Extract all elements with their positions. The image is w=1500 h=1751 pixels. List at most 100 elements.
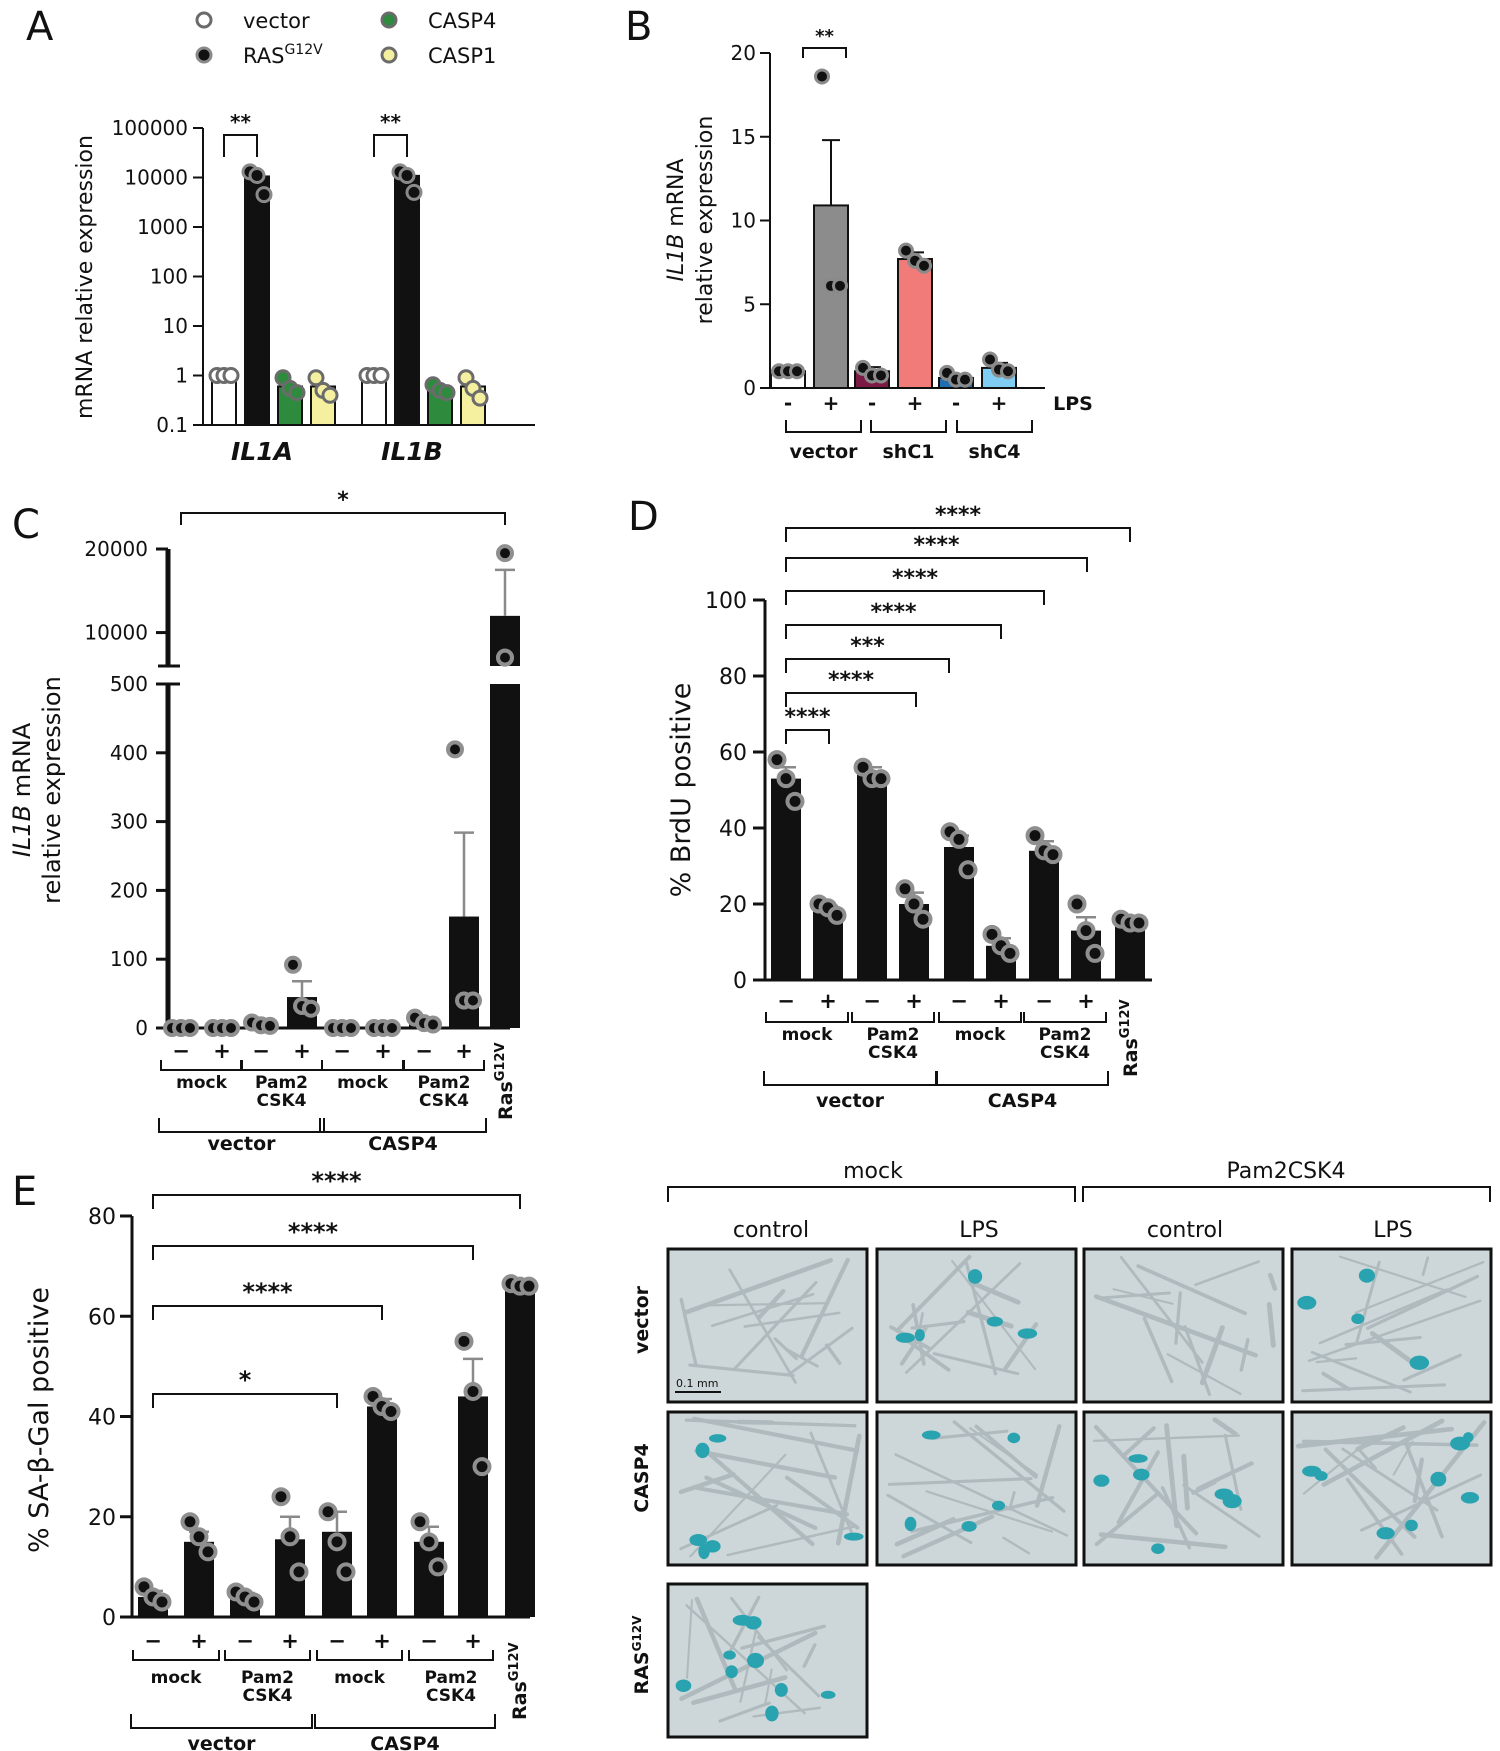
group-label-pam2csk4: Pam2CSK4 — [1227, 1159, 1346, 1184]
micrograph-cell — [764, 1668, 773, 1704]
b-data-point — [832, 277, 848, 294]
c-data-point — [383, 1019, 401, 1037]
d-treatment-label-line: mock — [782, 1025, 833, 1045]
a-bar — [394, 174, 420, 426]
e-data-point — [198, 1542, 218, 1562]
c-y-tick-label: 200 — [110, 878, 148, 902]
d-y-axis-label: % BrdU positive — [666, 683, 697, 898]
c-treatment-label-line: mock — [176, 1073, 227, 1093]
d-data-point — [1085, 943, 1105, 963]
d-tick-label: − — [863, 989, 881, 1013]
micrograph-cell — [1174, 1291, 1182, 1345]
d-y-tick-label: 100 — [705, 589, 747, 614]
a-y-tick-label: 100000 — [112, 116, 188, 140]
c-treatment-label: mock — [337, 1073, 388, 1093]
e-treatment-label: mock — [334, 1668, 385, 1688]
e-ras-label-text: Ras — [509, 1681, 531, 1720]
c-significance-bracket — [180, 512, 506, 525]
micrograph-stained-cell — [820, 1690, 836, 1699]
e-significance-bracket — [152, 1393, 338, 1408]
b-group-label: shC1 — [883, 441, 935, 463]
c-y-tick-label: 100 — [110, 947, 148, 971]
c-treatment-label: mock — [176, 1073, 227, 1093]
micrograph-stained-cell — [961, 1521, 977, 1532]
chart-b: 0 5 10 15 20 IL1B mRNA relative expression - + - +… — [664, 26, 1093, 463]
micrograph-cell — [1092, 1434, 1241, 1442]
b-data-point — [982, 351, 998, 368]
a-y-tick-label: 1000 — [137, 215, 188, 239]
a-significance-bracket-label: ** — [230, 110, 251, 134]
b-group-bracket — [785, 420, 862, 433]
micrograph-stained-cell — [689, 1534, 708, 1547]
micrograph-cell — [1302, 1436, 1373, 1495]
a-data-point — [398, 166, 416, 184]
micrograph-cell — [1121, 1426, 1156, 1459]
panel-letter-b: B — [625, 4, 652, 50]
micrograph-stained-cell — [1297, 1295, 1317, 1310]
e-treatment-label-line: Pam2 — [424, 1668, 477, 1688]
d-data-point — [827, 905, 847, 925]
row-label-vector: vector — [631, 1285, 653, 1354]
micrograph-cell — [1301, 1383, 1446, 1393]
c-y-tick-label: 0 — [135, 1016, 148, 1040]
chart-c: 0 100 200 300 400 500 10000 20000 IL1B mRNA relat… — [8, 488, 520, 1155]
d-treatment-label-line: CSK4 — [868, 1043, 918, 1063]
a-legend-entry: RASG12V — [243, 42, 323, 68]
a-data-point — [471, 389, 489, 407]
d-treatment-label-line: Pam2 — [1038, 1025, 1091, 1045]
a-data-point — [288, 384, 306, 402]
a-y-tick-label: 1 — [175, 364, 188, 388]
micrograph-cell — [784, 1475, 860, 1530]
a-significance-bracket — [223, 134, 258, 157]
d-data-point — [1025, 826, 1045, 846]
d-ras-label-sup: G12V — [1118, 999, 1133, 1038]
e-y-tick-label: 60 — [88, 1305, 116, 1330]
a-legend-marker — [380, 11, 398, 29]
d-treatment-label: mock — [955, 1025, 1006, 1045]
micrograph-cell — [894, 1453, 1069, 1537]
d-y-tick-label: 60 — [719, 741, 747, 766]
b-group-label: vector — [789, 441, 858, 463]
d-tick-label: + — [819, 989, 837, 1013]
c-data-point — [302, 999, 320, 1018]
micrograph-cell — [1199, 1325, 1225, 1386]
e-treatment-bracket — [224, 1650, 311, 1661]
scale-bar-label: 0.1 mm — [676, 1377, 718, 1390]
e-data-point — [244, 1592, 264, 1612]
d-data-point — [895, 879, 915, 899]
micrograph-stained-cell — [732, 1614, 753, 1626]
c-treatment-label-line: mock — [337, 1073, 388, 1093]
d-tick-label: + — [905, 989, 923, 1013]
b-y-tick-label: 5 — [743, 292, 756, 316]
d-group-label: CASP4 — [988, 1090, 1057, 1112]
b-tick-label: + — [991, 391, 1008, 415]
d-significance-bracket-label: **** — [828, 668, 875, 693]
micrograph-cell — [697, 1443, 815, 1547]
b-tick-label: + — [823, 391, 840, 415]
a-significance-bracket-label: ** — [380, 110, 401, 134]
a-bar — [244, 175, 270, 426]
micrograph-cell — [894, 1517, 956, 1547]
e-ras-label-sup: G12V — [507, 1642, 522, 1681]
a-data-point — [438, 384, 456, 402]
d-significance-bracket — [785, 557, 1088, 572]
d-data-point — [913, 909, 933, 929]
micrograph-cell — [1268, 1272, 1278, 1291]
d-data-point — [767, 750, 787, 770]
e-treatment-label-line: Pam2 — [241, 1668, 294, 1688]
micrograph-cell — [726, 1525, 856, 1557]
micrograph-cell — [1354, 1261, 1485, 1314]
b-tick-label: + — [907, 391, 924, 415]
b-data-point — [873, 367, 889, 384]
c-y-tick-label: 400 — [110, 741, 148, 765]
c-group-bracket — [158, 1118, 325, 1133]
c-significance-bracket-label: * — [337, 488, 349, 513]
b-y-axis-label-gene: IL1B — [664, 234, 689, 282]
d-y-tick-label: 40 — [719, 817, 747, 842]
c-y-tick-label: 300 — [110, 810, 148, 834]
c-ras-label-sup: G12V — [493, 1042, 508, 1081]
c-ras-label: RasG12V — [493, 1042, 517, 1120]
micrograph-cell — [1239, 1338, 1250, 1372]
e-y-tick-label: 20 — [88, 1506, 116, 1531]
micrograph-stained-cell — [843, 1532, 864, 1541]
